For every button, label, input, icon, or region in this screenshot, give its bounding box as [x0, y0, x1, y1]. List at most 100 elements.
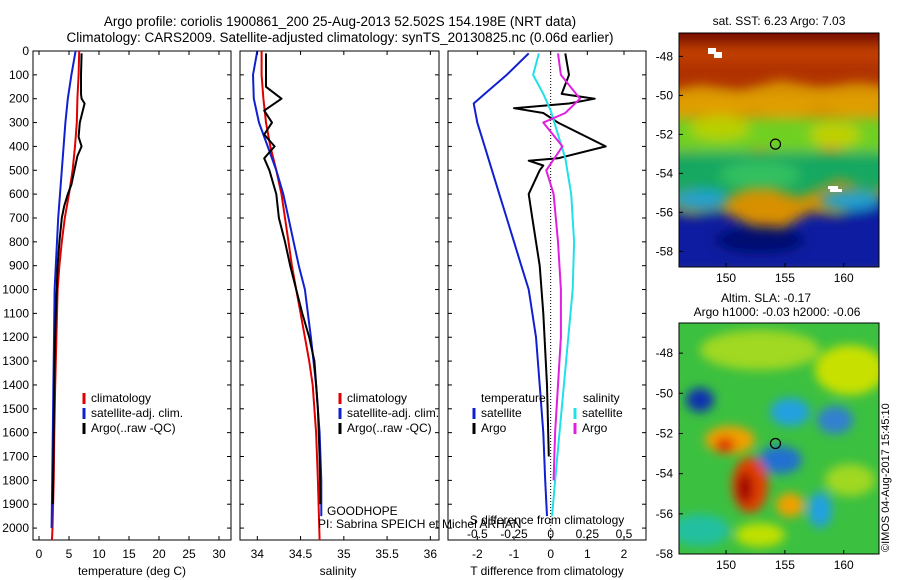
temperature-plot-frame [32, 50, 232, 541]
sst-argo-position-marker [769, 138, 782, 150]
x-tick-label: 5 [66, 547, 73, 561]
x-tick-label: 30 [212, 547, 226, 561]
x-tick-label: 2 [621, 547, 628, 561]
depth-tick-label: 1100 [3, 306, 29, 320]
depth-tick-label: 1000 [2, 283, 29, 297]
x-tick-label: 35.5 [375, 547, 399, 561]
depth-tick-label: 900 [9, 259, 29, 273]
depth-tick-label: 800 [9, 235, 29, 249]
series-line-t-1 [50, 51, 77, 529]
x-tick-label: 34.5 [289, 547, 313, 561]
lon-tick-label: 160 [834, 271, 854, 285]
series-line-s-1 [252, 51, 323, 517]
lat-tick-label: -48 [656, 49, 674, 63]
legend-title-salinity: salinity [583, 391, 620, 405]
lon-tick-label: 150 [716, 271, 736, 285]
legend-label: Argo(..raw -QC) [347, 421, 432, 435]
lat-tick-label: -56 [656, 205, 674, 219]
s-diff-tick-label: 0 [547, 527, 554, 541]
x-tick-label: 35 [337, 547, 351, 561]
difference-plot-frame [447, 50, 647, 541]
header-line-1: Argo profile: coriolis 1900861_200 25-Au… [104, 14, 576, 29]
lat-tick-label: -54 [656, 166, 674, 180]
depth-tick-label: 1800 [2, 473, 29, 487]
depth-tick-label: 200 [9, 92, 29, 106]
legend-label: Argo [481, 421, 507, 435]
lon-tick-label: 155 [775, 558, 795, 572]
s-difference-axis-label: S difference from climatology [470, 513, 625, 527]
depth-tick-label: 0 [22, 44, 29, 58]
x-tick-label: 34 [251, 547, 265, 561]
lat-tick-label: -56 [656, 507, 674, 521]
x-tick-label: 0 [36, 547, 43, 561]
legend-title-temperature: temperature [481, 391, 546, 405]
x-tick-label: 0 [547, 547, 554, 561]
sst-field [679, 33, 879, 267]
legend-label: Argo [582, 421, 608, 435]
legend-label: satellite-adj. clim. [91, 406, 183, 420]
sst-map-frame [678, 32, 880, 268]
lat-tick-label: -58 [656, 244, 674, 258]
salinity-axis-label: salinity [320, 564, 357, 578]
header-line-2: Climatology: CARS2009. Satellite-adjuste… [66, 30, 613, 45]
lon-tick-label: 160 [834, 558, 854, 572]
float-project-label: GOODHOPE [327, 504, 398, 518]
x-tick-label: 10 [92, 547, 106, 561]
depth-tick-label: 500 [9, 163, 29, 177]
sla-map-panel: Altim. SLA: -0.17 Argo h1000: -0.03 h200… [656, 291, 880, 572]
s-diff-tick-label: -0.25 [500, 527, 528, 541]
sla-map-subtitle: Argo h1000: -0.03 h2000: -0.06 [694, 305, 861, 319]
series-line-t-2 [51, 53, 86, 505]
float-pi-label: PI: Sabrina SPEICH et Michel ARHAN [318, 517, 521, 531]
x-tick-label: 1 [584, 547, 591, 561]
imos-credit: ©IMOS 04-Aug-2017 15:45:10 [880, 403, 892, 552]
sla-argo-position-marker [769, 437, 782, 450]
salinity-profile-panel: 34 34.5 35 35.5 36 salinity climatologysatel… [239, 50, 521, 578]
difference-panel: -2 -1 0 1 2 -0.5 -0.25 0 0.25 0.5 S difference f… [447, 50, 647, 578]
lon-tick-label: 155 [775, 271, 795, 285]
depth-tick-label: 1900 [2, 497, 29, 511]
x-tick-label: 20 [152, 547, 166, 561]
sla-map-frame [678, 322, 880, 555]
legend-label: satellite-adj. clim. [347, 406, 439, 420]
lat-tick-label: -50 [656, 386, 674, 400]
series-line-s-2 [263, 53, 322, 505]
temperature-axis-label: temperature (deg C) [78, 564, 186, 578]
x-tick-label: 15 [122, 547, 136, 561]
legend-label: Argo(..raw -QC) [91, 421, 176, 435]
series-line-s-0 [260, 51, 321, 540]
series-line-d-0 [472, 52, 548, 517]
salinity-plot-frame [239, 50, 440, 541]
legend-label: satellite [481, 406, 522, 420]
t-difference-axis-label: T difference from climatology [470, 564, 624, 578]
sla-map-title: Altim. SLA: -0.17 [721, 291, 811, 305]
temperature-profile-panel: 0100200300400500600700800900100011001200… [2, 44, 232, 578]
sla-field [679, 323, 879, 554]
lon-tick-label: 150 [716, 558, 736, 572]
lat-tick-label: -48 [656, 346, 674, 360]
depth-tick-label: 100 [9, 68, 29, 82]
depth-tick-label: 2000 [2, 521, 29, 535]
series-line-d-2 [532, 53, 576, 517]
depth-tick-label: 1700 [2, 450, 29, 464]
x-tick-label: 25 [182, 547, 196, 561]
s-diff-tick-label: 0.5 [616, 527, 633, 541]
depth-tick-label: 400 [9, 139, 29, 153]
depth-tick-label: 1400 [2, 378, 29, 392]
depth-tick-label: 1600 [2, 426, 29, 440]
s-diff-tick-label: -0.5 [467, 527, 488, 541]
depth-tick-label: 600 [9, 187, 29, 201]
s-diff-tick-label: 0.25 [576, 527, 600, 541]
series-line-d-1 [513, 53, 607, 457]
lat-tick-label: -50 [656, 88, 674, 102]
x-tick-label: -1 [509, 547, 520, 561]
x-tick-label: -2 [472, 547, 483, 561]
legend-label: climatology [91, 391, 151, 405]
depth-tick-label: 1500 [2, 402, 29, 416]
depth-tick-label: 1200 [2, 330, 29, 344]
legend-label: climatology [347, 391, 407, 405]
series-line-d-3 [542, 53, 581, 481]
depth-tick-label: 1300 [2, 354, 29, 368]
lat-tick-label: -52 [656, 127, 674, 141]
